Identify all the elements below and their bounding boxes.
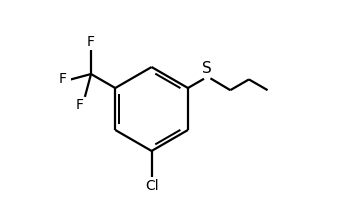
- Text: Cl: Cl: [145, 179, 159, 192]
- Text: S: S: [202, 61, 211, 76]
- Text: F: F: [59, 72, 66, 86]
- Text: F: F: [87, 35, 95, 49]
- Text: F: F: [75, 98, 83, 112]
